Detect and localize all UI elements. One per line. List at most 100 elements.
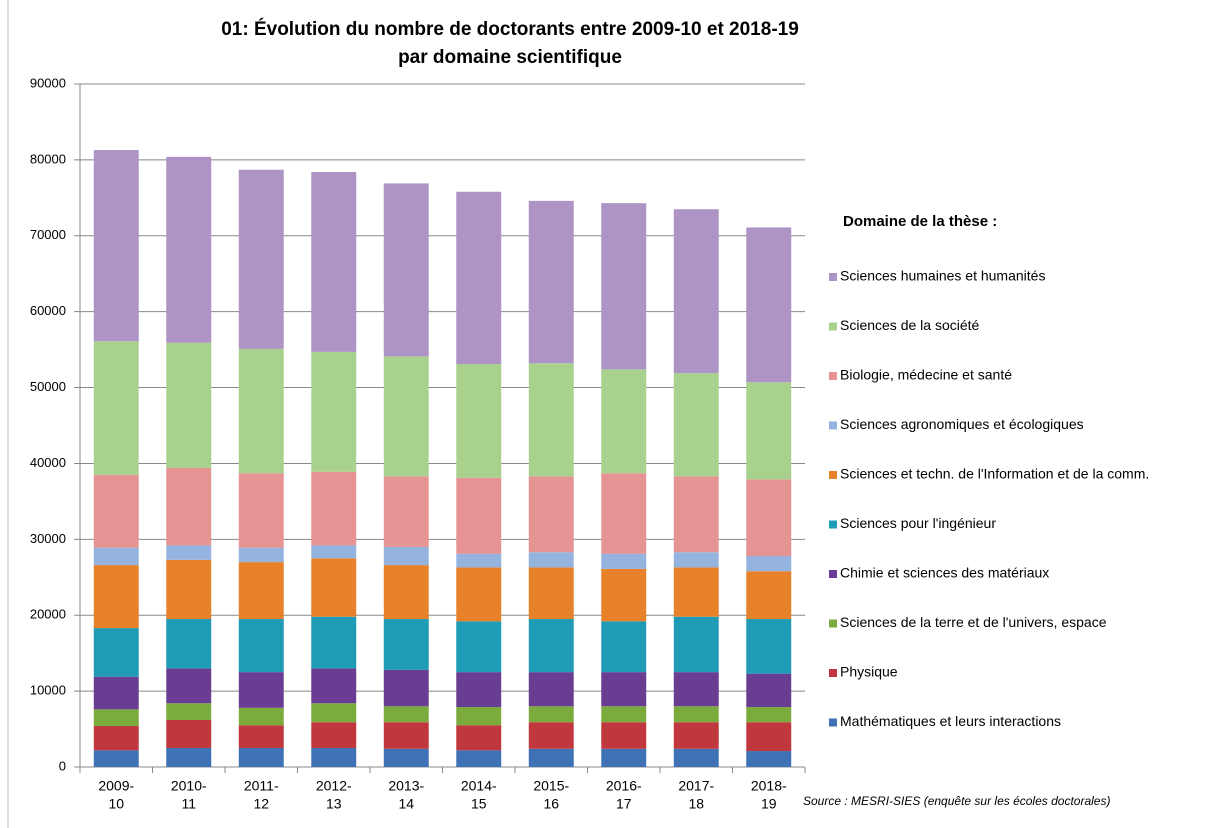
x-tick-label: 2015- [533, 778, 569, 794]
bar-segment [166, 719, 212, 749]
chart-title: 01: Évolution du nombre de doctorants en… [221, 18, 799, 40]
bar-segment [456, 672, 502, 708]
x-tick-label: 18 [688, 796, 704, 812]
bar-segment [456, 553, 502, 568]
x-tick-label: 2013- [388, 778, 424, 794]
bar-segment [383, 356, 429, 477]
x-tick-label: 15 [471, 796, 487, 812]
legend-swatch [829, 322, 837, 331]
bar-segment [528, 748, 574, 767]
bar-segment [601, 553, 647, 569]
bar-segment [528, 476, 574, 553]
y-tick-label: 70000 [30, 227, 66, 242]
bar-segment [456, 567, 502, 622]
legend-label: Sciences et techn. de l'Information et d… [840, 466, 1149, 482]
bar-segment [528, 363, 574, 477]
bar-segment [93, 750, 139, 767]
bar-segment [601, 706, 647, 723]
bar-segment [238, 547, 284, 563]
bar-segment [238, 748, 284, 767]
bar-segment [93, 341, 139, 475]
bar-segment [166, 668, 212, 704]
bar-segment [93, 547, 139, 566]
bar-segment [166, 467, 212, 546]
x-tick-label: 2011- [244, 778, 279, 794]
bar-segment [311, 722, 357, 749]
legend-swatch [829, 421, 837, 430]
bar-segment [746, 619, 792, 674]
bar-segment [311, 471, 357, 546]
legend-swatch [829, 570, 837, 578]
bar-segment [528, 722, 574, 749]
bar-segment [601, 568, 647, 622]
legend-label: Sciences pour l'ingénieur [840, 515, 996, 531]
bar-segment [238, 672, 284, 708]
bar-segment [456, 621, 502, 673]
legend-label: Sciences agronomiques et écologiques [840, 416, 1084, 432]
x-tick-label: 2012- [316, 778, 352, 794]
bar-segment [673, 552, 719, 568]
bar-segment [238, 169, 284, 349]
bar-segment [383, 706, 429, 723]
y-tick-label: 20000 [30, 607, 66, 622]
bar-segment [93, 150, 139, 342]
legend-label: Sciences de la terre et de l'univers, es… [840, 614, 1107, 630]
bar-segment [311, 748, 357, 767]
y-tick-label: 60000 [30, 303, 66, 318]
y-tick-label: 40000 [30, 455, 66, 470]
bar-segment [238, 619, 284, 673]
bar-segment [311, 172, 357, 352]
bar-segment [93, 565, 139, 629]
bar-segment [456, 477, 502, 554]
legend-swatch [829, 520, 837, 529]
bar-segment [673, 476, 719, 553]
bar-segment [601, 672, 647, 707]
bar-segment [383, 748, 429, 767]
bar-segment [528, 200, 574, 364]
bar-segment [601, 203, 647, 370]
bar-segment [383, 619, 429, 670]
bar-segment [673, 567, 719, 617]
x-tick-label: 2009- [98, 778, 134, 794]
bar-segment [93, 676, 139, 710]
x-tick-label: 2010- [171, 778, 207, 794]
bar-segment [746, 707, 792, 723]
y-tick-label: 50000 [30, 379, 66, 394]
bar-segment [673, 672, 719, 707]
bar-segment [93, 474, 139, 548]
bar-segment [746, 227, 792, 383]
bar-segment [528, 619, 574, 673]
x-tick-label: 14 [398, 796, 414, 812]
bar-segment [238, 707, 284, 726]
bar-segment [673, 209, 719, 374]
bar-segment [311, 703, 357, 723]
bar-segment [383, 669, 429, 707]
bar-segment [166, 559, 212, 620]
bar-segment [456, 707, 502, 726]
bar-segment [166, 619, 212, 669]
bar-segment [166, 703, 212, 720]
bar-segment [383, 722, 429, 749]
bar-segment [238, 725, 284, 749]
x-tick-label: 16 [543, 796, 559, 812]
legend-swatch [829, 669, 837, 677]
bar-segment [238, 473, 284, 548]
bar-segment [673, 706, 719, 723]
legend-title: Domaine de la thèse : [843, 213, 997, 230]
bar-segment [311, 558, 357, 617]
bar-segment [166, 545, 212, 560]
bar-segment [746, 479, 792, 557]
bar-segment [528, 567, 574, 620]
legend-label: Physique [840, 664, 898, 680]
x-tick-label: 2018- [751, 778, 787, 794]
bar-segment [746, 751, 792, 767]
bar-segment [601, 748, 647, 767]
bar-segment [238, 348, 284, 474]
x-tick-label: 17 [616, 796, 632, 812]
legend-label: Mathématiques et leurs interactions [840, 713, 1061, 729]
bar-segment [601, 621, 647, 673]
bar-segment [528, 552, 574, 568]
bar-segment [746, 382, 792, 480]
bar-segment [746, 722, 792, 752]
